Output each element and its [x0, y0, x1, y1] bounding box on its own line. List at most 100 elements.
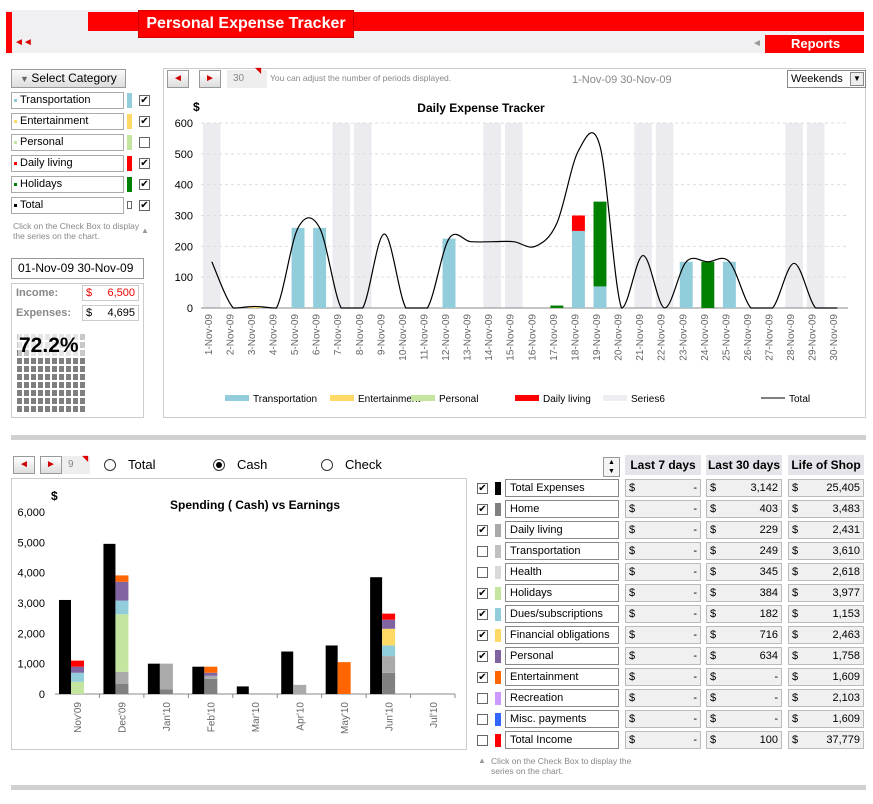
waffle-cell: [30, 405, 37, 413]
reports-button[interactable]: Reports: [765, 35, 864, 53]
x-tick-label: 7-Nov-09: [333, 314, 344, 356]
row-checkbox[interactable]: ✔: [477, 651, 488, 662]
periods-count[interactable]: 30: [227, 70, 267, 88]
x-tick-label: 19-Nov-09: [592, 314, 603, 361]
view-select[interactable]: Weekends ▼: [787, 70, 866, 88]
radio-check[interactable]: [321, 459, 333, 471]
category-swatch: [127, 93, 132, 108]
row-checkbox[interactable]: ✔: [477, 672, 488, 683]
cell-currency: $: [710, 545, 717, 557]
waffle-cell: [16, 381, 23, 389]
waffle-cell: [16, 397, 23, 405]
row-checkbox[interactable]: [477, 714, 488, 725]
row-spinner[interactable]: ▲ ▼: [603, 457, 620, 477]
cell-value: -: [693, 650, 697, 662]
y-tick-label: 0: [187, 303, 193, 315]
category-item[interactable]: Personal: [11, 134, 124, 151]
table-cell: $ -: [625, 647, 701, 665]
waffle-cell: [37, 389, 44, 397]
category-swatch: [127, 201, 132, 209]
row-checkbox[interactable]: [477, 546, 488, 557]
category-item[interactable]: Holidays: [11, 176, 124, 193]
row-checkbox[interactable]: ✔: [477, 525, 488, 536]
cell-currency: $: [629, 713, 636, 725]
bottom-periods-count[interactable]: 9: [62, 456, 90, 474]
bottom-prev-button[interactable]: ◄: [13, 456, 35, 474]
spending-bar-segment: [204, 678, 218, 694]
spending-bar-segment: [382, 628, 396, 646]
category-dot-icon: [14, 203, 17, 207]
periods-hint: You can adjust the number of periods dis…: [270, 73, 452, 83]
category-item[interactable]: Transportation: [11, 92, 124, 109]
prev-arrow-icon: ◄: [173, 73, 183, 84]
next-period-button[interactable]: ►: [199, 70, 221, 88]
row-checkbox[interactable]: ✔: [477, 609, 488, 620]
waffle-cell: [23, 397, 30, 405]
earnings-bar: [59, 599, 71, 694]
table-cell: $1,609: [788, 710, 864, 728]
row-checkbox[interactable]: ✔: [477, 630, 488, 641]
radio-cash[interactable]: [213, 459, 225, 471]
waffle-cell: [51, 373, 58, 381]
radio-total[interactable]: [104, 459, 116, 471]
waffle-cell: [65, 373, 72, 381]
y-axis-label: $: [51, 489, 58, 503]
category-item[interactable]: Daily living: [11, 155, 124, 172]
x-tick-label: 5-Nov-09: [290, 314, 301, 356]
row-checkbox[interactable]: [477, 735, 488, 746]
row-label: Health: [505, 563, 619, 581]
waffle-cell: [37, 357, 44, 365]
legend-label: Transportation: [253, 394, 317, 405]
cell-value: 2,618: [832, 566, 860, 578]
row-checkbox[interactable]: [477, 567, 488, 578]
cell-value: 229: [759, 524, 778, 536]
waffle-cell: [30, 365, 37, 373]
row-checkbox[interactable]: [477, 693, 488, 704]
waffle-cell: [72, 365, 79, 373]
cell-currency: $: [629, 524, 636, 536]
waffle-cell: [44, 373, 51, 381]
row-checkbox[interactable]: ✔: [477, 588, 488, 599]
row-checkbox[interactable]: ✔: [477, 504, 488, 515]
x-tick-label: 1-Nov-09: [204, 314, 215, 356]
waffle-cell: [16, 405, 23, 413]
category-checkbox[interactable]: ✔: [139, 200, 150, 211]
column-header: Last 30 days: [706, 455, 782, 475]
category-checkbox[interactable]: ✔: [139, 116, 150, 127]
row-checkbox[interactable]: ✔: [477, 483, 488, 494]
back-arrows-icon[interactable]: ◄◄: [14, 37, 33, 48]
bottom-next-button[interactable]: ►: [40, 456, 62, 474]
next-arrow-icon: ►: [205, 73, 215, 84]
cell-value: 403: [759, 503, 778, 515]
category-checkbox[interactable]: ✔: [139, 179, 150, 190]
row-color-swatch: [495, 629, 501, 642]
x-tick-label: Apr'10: [295, 702, 306, 731]
waffle-cell: [79, 373, 86, 381]
cell-value: 37,779: [826, 734, 860, 746]
row-label: Transportation: [505, 542, 619, 560]
category-item[interactable]: Entertainment: [11, 113, 124, 130]
cell-currency: $: [792, 713, 799, 725]
cell-value: -: [693, 503, 697, 515]
prev-period-button[interactable]: ◄: [167, 70, 189, 88]
table-cell: $1,609: [788, 668, 864, 686]
cell-value: -: [693, 587, 697, 599]
category-item[interactable]: Total: [11, 197, 124, 214]
category-checkbox[interactable]: [139, 137, 150, 148]
category-checkbox[interactable]: ✔: [139, 158, 150, 169]
column-header: Life of Shop: [788, 455, 864, 475]
select-category-button[interactable]: ▼ Select Category: [11, 69, 126, 88]
radio-label: Cash: [237, 457, 268, 472]
category-label: Entertainment: [20, 115, 89, 127]
waffle-cell: [72, 405, 79, 413]
category-checkbox[interactable]: ✔: [139, 95, 150, 106]
table-cell: $ -: [625, 479, 701, 497]
reports-arrow-icon: ◄: [752, 38, 762, 49]
cell-currency: $: [629, 734, 636, 746]
waffle-cell: [79, 381, 86, 389]
weekend-band: [785, 123, 803, 308]
legend-label: Daily living: [543, 394, 591, 405]
spending-bar-segment: [204, 672, 218, 676]
waffle-cell: [79, 365, 86, 373]
waffle-cell: [79, 405, 86, 413]
